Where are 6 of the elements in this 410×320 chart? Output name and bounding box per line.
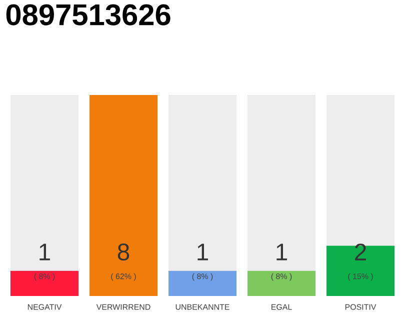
- chart-title: 0897513626: [6, 4, 170, 26]
- data-label: 2: [355, 244, 366, 260]
- data-label: 1: [198, 244, 208, 260]
- data-label: 1: [40, 244, 50, 260]
- data-label: 8: [118, 244, 130, 260]
- data-label: 1: [276, 244, 287, 260]
